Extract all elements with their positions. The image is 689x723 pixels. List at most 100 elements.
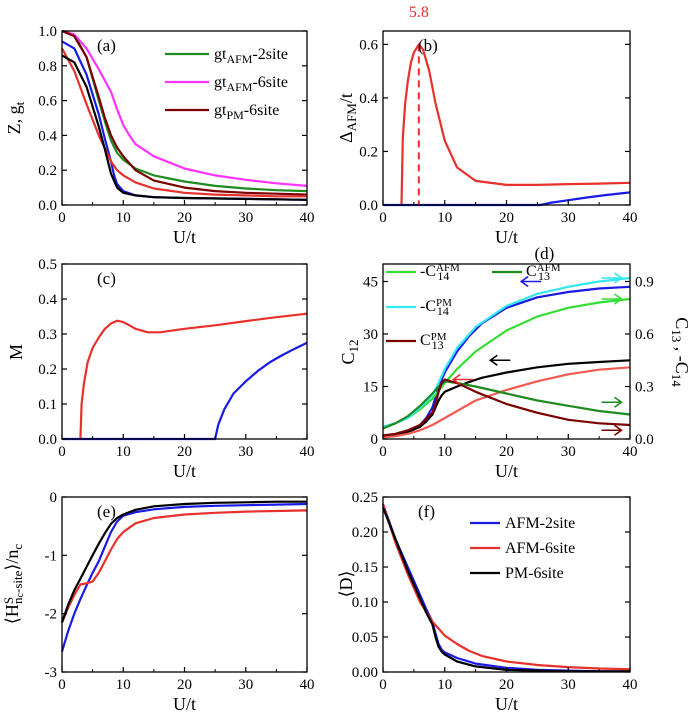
y-tick-label: 1.0 <box>38 24 57 40</box>
series-line-e-blue <box>60 502 308 652</box>
series-line-d-c12-red <box>382 366 631 439</box>
y-tick-label: 0.10 <box>352 595 378 611</box>
panel-label: (b) <box>418 36 438 55</box>
plot-frame-c <box>61 263 308 440</box>
y-tick-label: 0.20 <box>352 525 378 541</box>
x-tick-label: 10 <box>437 210 452 226</box>
panel-c: 0 10 20 30 40 0.0 0.1 0.2 0.3 0.4 0.5 U/t (c) <box>38 257 314 481</box>
panel-label: (c) <box>97 269 116 288</box>
series-line-a-gtafm-6site <box>61 29 308 187</box>
x-axis-label: U/t <box>173 461 196 481</box>
plot-frame-e <box>61 496 308 673</box>
y-axis-label-a: Z, gt <box>4 101 27 134</box>
x-tick-label: 40 <box>300 444 315 460</box>
panel-d: 0 10 20 30 40 0 15 30 45 0.0 0.3 0.6 0.9 U/t (d) <box>363 244 654 481</box>
legend-item: AFM-2site <box>505 515 575 532</box>
x-axis-label: U/t <box>173 694 196 714</box>
axis-arrow-5 <box>601 396 623 408</box>
panel-label: (f) <box>418 502 435 521</box>
y-tick-label: 0.8 <box>38 59 57 75</box>
y-tick-label: 0 <box>50 490 58 506</box>
y-axis-label-b: ΔAFM/t <box>336 93 359 143</box>
y-tick-label: 0.0 <box>359 198 378 214</box>
y-tick-label: 0.2 <box>38 362 57 378</box>
x-tick-label: 40 <box>623 210 638 226</box>
y-axis-label-c: M <box>6 344 26 360</box>
y-tick-label: 0.4 <box>359 91 378 107</box>
x-tick-label: 10 <box>437 677 452 693</box>
x-tick-label: 0 <box>379 444 387 460</box>
panel-e: 0 10 20 30 40 -3 -2 -1 0 U/t (e) <box>45 490 315 714</box>
x-tick-label: 0 <box>58 210 66 226</box>
x-tick-label: 10 <box>116 210 131 226</box>
y-axis-label-f: ⟨D⟩ <box>336 570 356 597</box>
legend-item: -CAFM 14 <box>420 262 460 283</box>
series-line-d-c12-black <box>382 359 631 439</box>
y-tick-label: 30 <box>363 327 378 343</box>
legend-item: gtAFM-2site <box>214 46 288 66</box>
y-tick-label: 0.0 <box>38 198 57 214</box>
plot-frame-b <box>382 30 631 206</box>
axis-arrow-4 <box>451 373 474 386</box>
axis-arrow-6 <box>601 424 623 436</box>
panel-f: 0 10 20 30 40 0.00 0.05 0.10 0.15 0.20 0.25 U/t (f) <box>352 490 638 714</box>
x-tick-label: 30 <box>238 444 253 460</box>
x-tick-label: 20 <box>499 444 514 460</box>
x-tick-label: 0 <box>58 444 66 460</box>
y-right-tick-label: 0.3 <box>635 380 654 396</box>
legend-item: CPM 13 <box>420 331 447 352</box>
y-axis-label-d-right: C13 , -C14 <box>669 317 689 387</box>
panel-label: (e) <box>97 502 116 521</box>
y-tick-label: 0.25 <box>352 490 378 506</box>
x-axis-label: U/t <box>173 227 196 247</box>
y-tick-label: 15 <box>363 380 378 396</box>
x-tick-label: 0 <box>379 677 387 693</box>
y-tick-label: 0.1 <box>38 397 57 413</box>
y-tick-label: 0.6 <box>38 94 57 110</box>
y-axis-label-e: ⟨HSnc-site⟩/nc <box>1 544 26 625</box>
x-tick-label: 40 <box>300 210 315 226</box>
x-tick-label: 30 <box>561 210 576 226</box>
peak-annotation: 5.8 <box>409 4 429 21</box>
panel-a: 0 10 20 30 40 0.0 0.2 0.4 0.6 0.8 1.0 U/t (a) <box>38 24 314 247</box>
y-tick-label: 0.15 <box>352 560 378 576</box>
y-tick-label: 0.4 <box>38 128 57 144</box>
axis-arrow-1 <box>601 272 623 284</box>
series-line-c-blue <box>62 341 308 441</box>
y-tick-label: -3 <box>45 665 58 681</box>
x-tick-label: 30 <box>561 444 576 460</box>
x-tick-label: 10 <box>116 444 131 460</box>
series-line-d--c14-pm <box>382 276 631 428</box>
x-tick-label: 40 <box>300 677 315 693</box>
series-line-e-red <box>60 509 308 623</box>
x-tick-label: 40 <box>623 444 638 460</box>
y-tick-label: 0 <box>371 432 379 448</box>
x-axis-label: U/t <box>495 227 518 247</box>
x-tick-label: 0 <box>58 677 66 693</box>
axis-arrow-3 <box>488 354 511 366</box>
y-right-tick-label: 0.6 <box>635 327 654 343</box>
x-tick-label: 10 <box>437 444 452 460</box>
series-line-c-red <box>79 312 308 440</box>
series-line-d-c13-pm <box>382 378 631 437</box>
y-tick-label: 0.4 <box>38 292 57 308</box>
series-line-a-z-red <box>61 47 307 198</box>
y-tick-label: 0.00 <box>352 665 378 681</box>
x-tick-label: 20 <box>177 677 192 693</box>
panel-b: 5.8 0 10 20 30 40 0.0 0.2 0.4 0.6 U/t (b) <box>359 4 637 247</box>
legend-item: AFM-6site <box>505 540 575 557</box>
legend-item: gtAFM-6site <box>214 74 288 94</box>
x-axis-label: U/t <box>495 694 518 714</box>
axis-arrow-2 <box>601 293 623 305</box>
x-tick-label: 20 <box>499 677 514 693</box>
y-tick-label: 45 <box>363 275 378 291</box>
y-tick-label: 0.05 <box>352 630 378 646</box>
x-tick-label: 20 <box>177 444 192 460</box>
x-tick-label: 30 <box>238 677 253 693</box>
series-line-a-gtpm-6site <box>61 29 308 196</box>
y-tick-label: 0.0 <box>38 432 57 448</box>
panel-label: (d) <box>535 244 555 263</box>
x-tick-label: 20 <box>499 210 514 226</box>
x-tick-label: 30 <box>561 677 576 693</box>
